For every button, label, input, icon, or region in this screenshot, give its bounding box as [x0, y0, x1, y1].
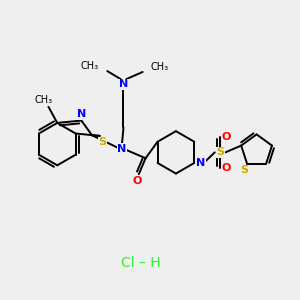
Text: N: N [77, 109, 87, 119]
Text: N: N [119, 79, 128, 89]
Text: CH₃: CH₃ [151, 62, 169, 72]
Text: O: O [222, 132, 231, 142]
Text: N: N [196, 158, 206, 168]
Text: O: O [222, 163, 231, 173]
Text: S: S [216, 147, 224, 158]
Text: CH₃: CH₃ [81, 61, 99, 71]
Text: S: S [98, 137, 106, 147]
Text: Cl – H: Cl – H [122, 256, 161, 270]
Text: N: N [117, 143, 127, 154]
Text: CH₃: CH₃ [35, 95, 53, 105]
Text: S: S [240, 165, 248, 175]
Text: O: O [133, 176, 142, 186]
